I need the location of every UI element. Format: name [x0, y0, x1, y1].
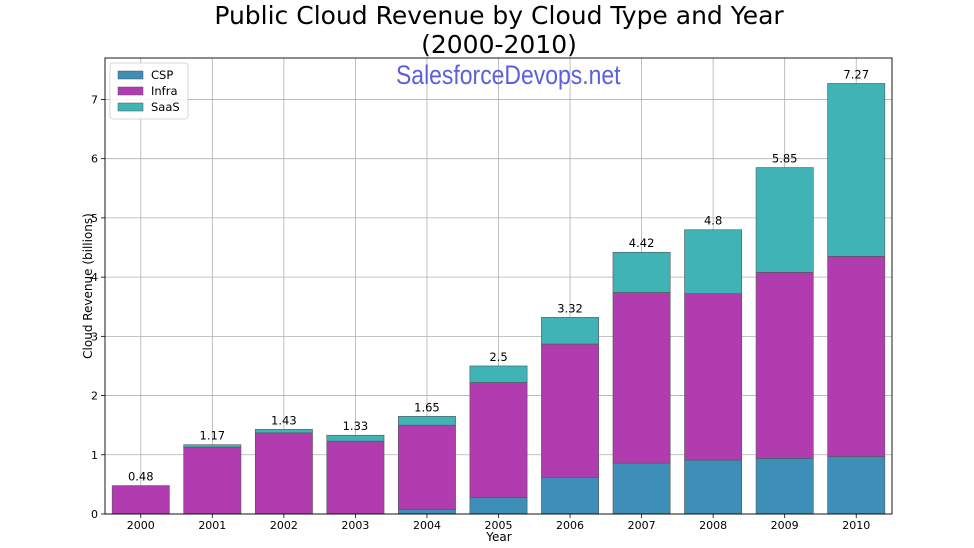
legend-swatch-csp — [117, 70, 144, 80]
bar-infra-2010 — [827, 256, 886, 457]
y-tick-label: 4 — [91, 271, 98, 284]
y-tick-label: 2 — [91, 390, 98, 403]
bar-saas-2002 — [254, 429, 313, 434]
chart-subtitle: (2000-2010) — [421, 30, 577, 59]
bar-csp-2006 — [541, 476, 599, 515]
x-tick-label: 2003 — [341, 519, 369, 532]
bar-saas-2007 — [612, 251, 671, 293]
total-label-2008: 4.8 — [704, 214, 722, 228]
x-tick-label: 2009 — [771, 519, 799, 532]
x-tick-label: 2007 — [628, 519, 656, 532]
x-tick-label: 2006 — [556, 519, 584, 532]
x-tick-label: 2001 — [198, 519, 226, 532]
plot-frame — [104, 57, 893, 515]
x-tick-label: 2008 — [699, 519, 727, 532]
total-label-2001: 1.17 — [200, 429, 226, 443]
x-tick-label: 2005 — [485, 519, 513, 532]
bar-saas-2010 — [827, 83, 886, 257]
y-tick-label: 1 — [91, 449, 98, 462]
bar-infra-2003 — [326, 440, 385, 515]
x-tick-label: 2000 — [127, 519, 155, 532]
bar-infra-2005 — [469, 382, 528, 498]
bar-csp-2005 — [469, 497, 528, 515]
total-label-2006: 3.32 — [557, 301, 583, 315]
watermark-text: SalesforceDevops.net — [396, 60, 621, 90]
legend-label-csp: CSP — [151, 68, 173, 82]
bar-infra-2008 — [684, 293, 743, 461]
bar-infra-2007 — [612, 292, 671, 464]
y-tick-label: 3 — [91, 330, 98, 343]
y-axis-label: Cloud Revenue (billions) — [81, 213, 95, 359]
x-tick-label: 2002 — [270, 519, 298, 532]
bar-saas-2009 — [755, 167, 814, 273]
bar-saas-2005 — [469, 365, 528, 383]
bar-infra-2002 — [254, 432, 313, 515]
total-label-2002: 1.43 — [271, 413, 297, 427]
bar-csp-2004 — [398, 508, 456, 515]
x-axis-label: Year — [485, 530, 511, 544]
total-label-2004: 1.65 — [414, 400, 440, 414]
total-label-2003: 1.33 — [343, 419, 369, 433]
y-tick-label: 5 — [91, 212, 98, 225]
bar-csp-2008 — [684, 459, 743, 515]
y-tick-label: 0 — [91, 508, 98, 521]
bar-csp-2009 — [755, 458, 814, 515]
bar-saas-2003 — [326, 434, 385, 442]
bar-infra-2001 — [183, 446, 242, 515]
bar-infra-2009 — [755, 272, 814, 459]
bar-infra-2000 — [111, 485, 170, 515]
bar-csp-2010 — [827, 456, 886, 515]
legend-swatch-saas — [117, 102, 144, 112]
bar-infra-2004 — [398, 424, 456, 510]
legend-swatch-infra — [117, 86, 144, 96]
legend-label-saas: SaaS — [151, 100, 180, 114]
legend: CSP Infra SaaS — [109, 62, 189, 120]
bar-saas-2008 — [684, 229, 743, 294]
total-label-2010: 7.27 — [843, 67, 869, 81]
bar-saas-2004 — [398, 415, 456, 426]
total-label-2005: 2.5 — [489, 350, 507, 364]
axes: 0 1 2 3 4 5 6 7 2000 2001 2002 2003 2004 2005 2006 2007… — [91, 57, 893, 532]
x-tick-label: 2004 — [413, 519, 441, 532]
x-tick-label: 2010 — [842, 519, 870, 532]
bar-infra-2006 — [541, 343, 599, 478]
y-tick-label: 7 — [91, 93, 98, 106]
total-label-2009: 5.85 — [772, 152, 798, 166]
legend-label-infra: Infra — [151, 84, 178, 98]
bar-csp-2007 — [612, 462, 671, 515]
y-tick-label: 6 — [91, 153, 98, 166]
bar-saas-2006 — [541, 317, 599, 345]
chart-title: Public Cloud Revenue by Cloud Type and Y… — [214, 1, 784, 30]
bar-saas-2001 — [183, 444, 242, 448]
bars — [111, 83, 886, 515]
total-labels: 0.48 1.17 1.43 1.33 1.65 2.5 3.32 4.42 4.8 5.85 7.… — [128, 67, 869, 483]
total-label-2000: 0.48 — [128, 470, 154, 484]
total-label-2007: 4.42 — [629, 236, 655, 250]
